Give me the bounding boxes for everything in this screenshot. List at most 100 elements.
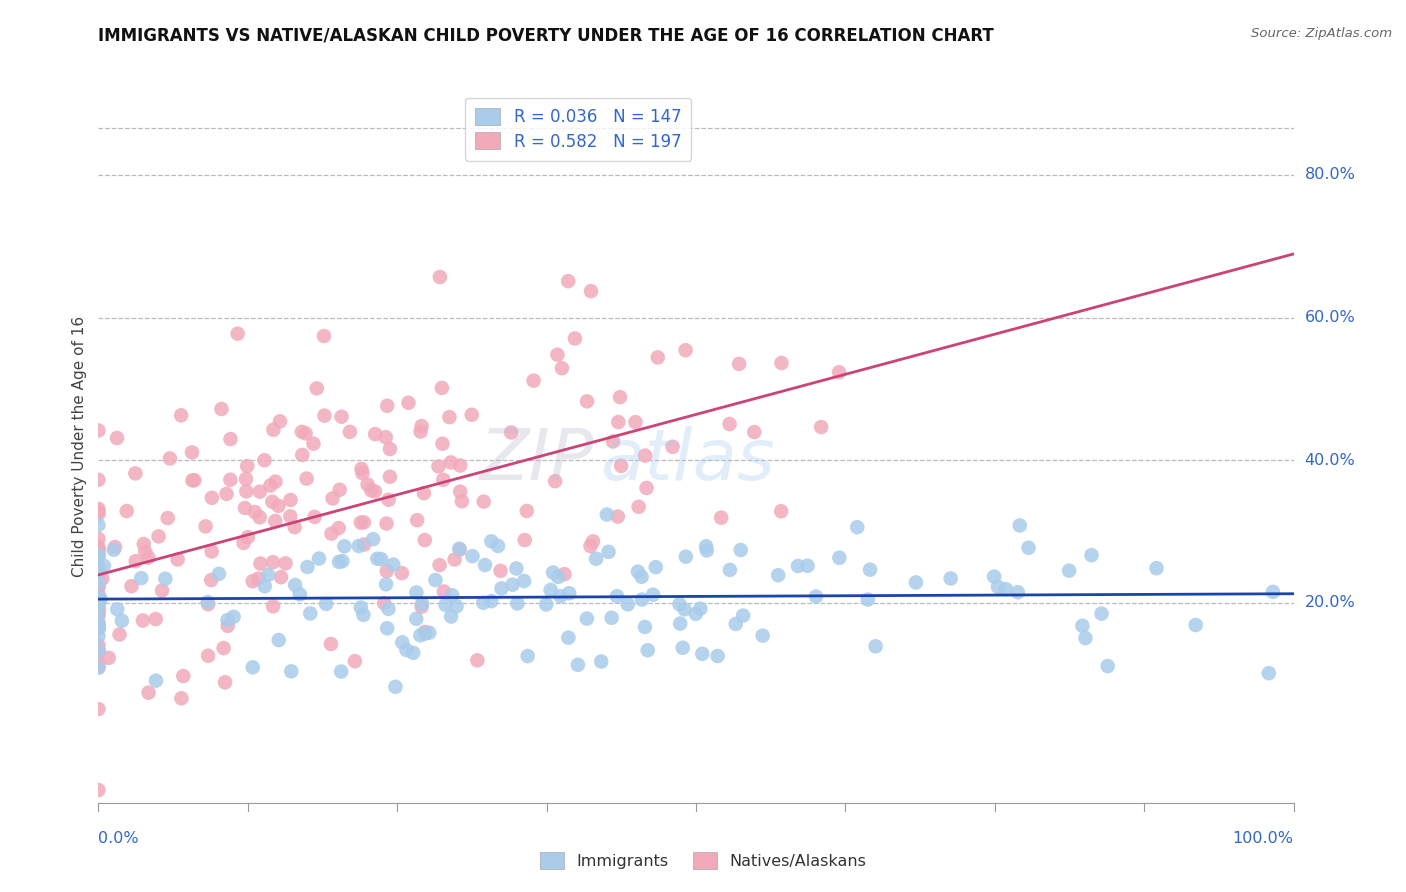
Point: [472, 494, 495, 508]
Point: [267, 499, 290, 513]
Point: [87, 598, 110, 612]
Point: [321, 526, 343, 541]
Point: [904, 575, 927, 590]
Point: [236, 459, 259, 474]
Point: [1008, 518, 1031, 533]
Point: [486, 539, 509, 553]
Point: [544, 474, 567, 488]
Text: 100.0%: 100.0%: [1233, 831, 1294, 847]
Point: [810, 420, 832, 434]
Point: [366, 551, 388, 566]
Point: [330, 409, 353, 424]
Point: [547, 570, 569, 584]
Point: [706, 648, 728, 663]
Point: [675, 343, 697, 358]
Point: [87, 574, 110, 588]
Point: [87, 601, 110, 615]
Point: [631, 592, 654, 607]
Point: [449, 484, 471, 499]
Text: IMMIGRANTS VS NATIVE/ALASKAN CHILD POVERTY UNDER THE AGE OF 16 CORRELATION CHART: IMMIGRANTS VS NATIVE/ALASKAN CHILD POVER…: [98, 27, 994, 45]
Point: [770, 356, 793, 370]
Point: [87, 643, 110, 657]
Point: [513, 574, 536, 588]
Point: [391, 635, 413, 649]
Point: [672, 640, 695, 655]
Point: [299, 607, 322, 621]
Point: [377, 492, 399, 507]
Point: [87, 591, 110, 605]
Point: [166, 552, 188, 566]
Point: [172, 669, 194, 683]
Point: [314, 409, 336, 423]
Point: [513, 533, 536, 547]
Point: [685, 607, 707, 621]
Point: [217, 619, 239, 633]
Point: [87, 621, 110, 635]
Point: [150, 583, 173, 598]
Point: [983, 569, 1005, 583]
Point: [222, 609, 245, 624]
Point: [579, 539, 602, 553]
Point: [733, 608, 755, 623]
Point: [479, 594, 502, 608]
Point: [87, 602, 110, 616]
Point: [87, 473, 110, 487]
Point: [312, 329, 335, 343]
Point: [443, 552, 465, 566]
Point: [87, 594, 110, 608]
Point: [87, 621, 110, 635]
Point: [87, 621, 110, 635]
Point: [352, 607, 374, 622]
Point: [87, 576, 110, 591]
Legend: R = 0.036   N = 147, R = 0.582   N = 197: R = 0.036 N = 147, R = 0.582 N = 197: [465, 97, 692, 161]
Point: [602, 434, 624, 449]
Point: [328, 521, 350, 535]
Point: [270, 570, 292, 584]
Point: [249, 557, 271, 571]
Point: [575, 612, 598, 626]
Point: [479, 534, 502, 549]
Point: [474, 558, 496, 572]
Point: [305, 381, 328, 395]
Point: [710, 510, 733, 524]
Point: [87, 595, 110, 609]
Point: [637, 643, 659, 657]
Point: [432, 473, 454, 487]
Point: [262, 599, 284, 614]
Point: [472, 596, 495, 610]
Point: [219, 473, 242, 487]
Point: [132, 614, 155, 628]
Point: [370, 552, 392, 566]
Point: [291, 425, 314, 439]
Text: Source: ZipAtlas.com: Source: ZipAtlas.com: [1251, 27, 1392, 40]
Point: [449, 458, 471, 473]
Point: [267, 633, 290, 648]
Point: [330, 665, 353, 679]
Point: [201, 491, 224, 505]
Point: [280, 665, 302, 679]
Point: [557, 631, 579, 645]
Point: [550, 589, 572, 603]
Point: [87, 645, 110, 659]
Point: [197, 597, 219, 611]
Point: [124, 467, 146, 481]
Point: [87, 532, 110, 546]
Point: [1257, 666, 1279, 681]
Point: [730, 543, 752, 558]
Point: [1071, 619, 1094, 633]
Point: [262, 495, 284, 509]
Point: [87, 565, 110, 579]
Point: [770, 504, 793, 518]
Point: [413, 533, 436, 547]
Point: [489, 564, 512, 578]
Point: [429, 270, 451, 285]
Point: [364, 484, 387, 499]
Point: [398, 396, 420, 410]
Point: [1097, 659, 1119, 673]
Point: [201, 544, 224, 558]
Point: [103, 542, 125, 557]
Point: [197, 595, 219, 609]
Point: [308, 551, 330, 566]
Point: [87, 501, 110, 516]
Point: [375, 399, 398, 413]
